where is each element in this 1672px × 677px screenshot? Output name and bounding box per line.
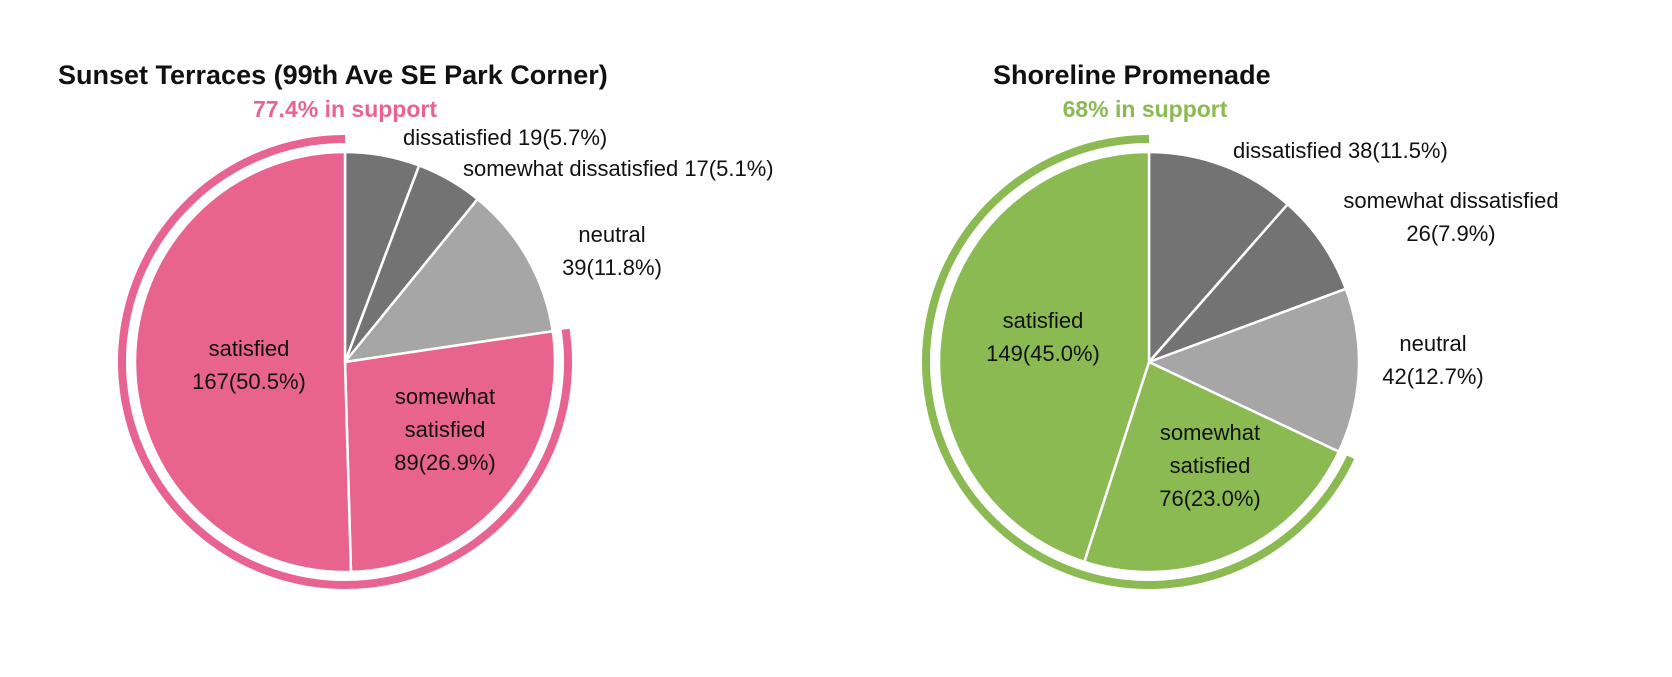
pie-slice-satisfied: [937, 150, 1151, 564]
slice-label-line: satisfied: [209, 336, 290, 361]
chart-subtitle: 68% in support: [1063, 96, 1228, 122]
pie-slice-neutral: [341, 197, 555, 364]
support-arc: [922, 135, 1355, 589]
slice-label-line: satisfied: [1003, 308, 1084, 333]
chart-sunset-terraces: Sunset Terraces (99th Ave SE Park Corner…: [58, 60, 774, 589]
slice-label-line: 167(50.5%): [192, 369, 306, 394]
slice-label-neutral: neutral 42(12.7%): [1382, 331, 1484, 389]
slice-label-somewhat-satisfied: somewhat satisfied 76(23.0%): [1159, 420, 1261, 511]
chart-shoreline-promenade: Shoreline Promenade 68% in support dissa…: [922, 60, 1559, 589]
chart-subtitle: 77.4% in support: [253, 96, 437, 122]
slice-label-line: satisfied: [1170, 453, 1251, 478]
slice-label-neutral: neutral 39(11.8%): [562, 222, 662, 280]
slice-label-line: somewhat: [1160, 420, 1260, 445]
slice-label-somewhat-dissatisfied: somewhat dissatisfied 26(7.9%): [1343, 188, 1558, 246]
slice-label-line: somewhat: [395, 384, 495, 409]
slice-label-satisfied: satisfied 167(50.5%): [192, 336, 306, 394]
slice-label-line: 42(12.7%): [1382, 364, 1484, 389]
slice-label-dissatisfied: dissatisfied 19(5.7%): [403, 125, 607, 150]
pie-slice-neutral: [1145, 287, 1361, 454]
support-arc: [118, 135, 572, 589]
slice-label-line: dissatisfied 38(11.5%): [1233, 138, 1448, 163]
slice-label-dissatisfied: dissatisfied 38(11.5%): [1233, 138, 1448, 163]
slice-label-line: 39(11.8%): [562, 255, 662, 280]
slice-label-line: dissatisfied 19(5.7%): [403, 125, 607, 150]
pie-slice-somewhat-satisfied: [343, 329, 557, 574]
slice-label-line: neutral: [578, 222, 645, 247]
slice-label-line: 26(7.9%): [1406, 221, 1495, 246]
slice-label-satisfied: satisfied 149(45.0%): [986, 308, 1100, 366]
pie-slice-dissatisfied: [1147, 150, 1290, 366]
slice-label-line: 89(26.9%): [394, 450, 496, 475]
pie-shoreline-promenade: dissatisfied 38(11.5%) somewhat dissatisf…: [922, 135, 1559, 589]
chart-title: Sunset Terraces (99th Ave SE Park Corner…: [58, 60, 608, 90]
slice-label-somewhat-dissatisfied: somewhat dissatisfied 17(5.1%): [463, 156, 774, 181]
slice-label-line: satisfied: [405, 417, 486, 442]
pie-slice-satisfied: [133, 150, 353, 574]
slice-label-line: somewhat dissatisfied 17(5.1%): [463, 156, 774, 181]
chart-title: Shoreline Promenade: [993, 60, 1271, 90]
slice-label-line: somewhat dissatisfied: [1343, 188, 1558, 213]
slice-label-line: neutral: [1399, 331, 1466, 356]
pie-sunset-terraces: dissatisfied 19(5.7%) somewhat dissatisfi…: [118, 125, 774, 589]
pie-slice-somewhat-dissatisfied: [1148, 202, 1348, 364]
slice-label-line: 76(23.0%): [1159, 486, 1261, 511]
slice-label-line: 149(45.0%): [986, 341, 1100, 366]
pie-slice-somewhat-satisfied: [1082, 360, 1341, 574]
slice-label-somewhat-satisfied: somewhat satisfied 89(26.9%): [394, 384, 496, 475]
